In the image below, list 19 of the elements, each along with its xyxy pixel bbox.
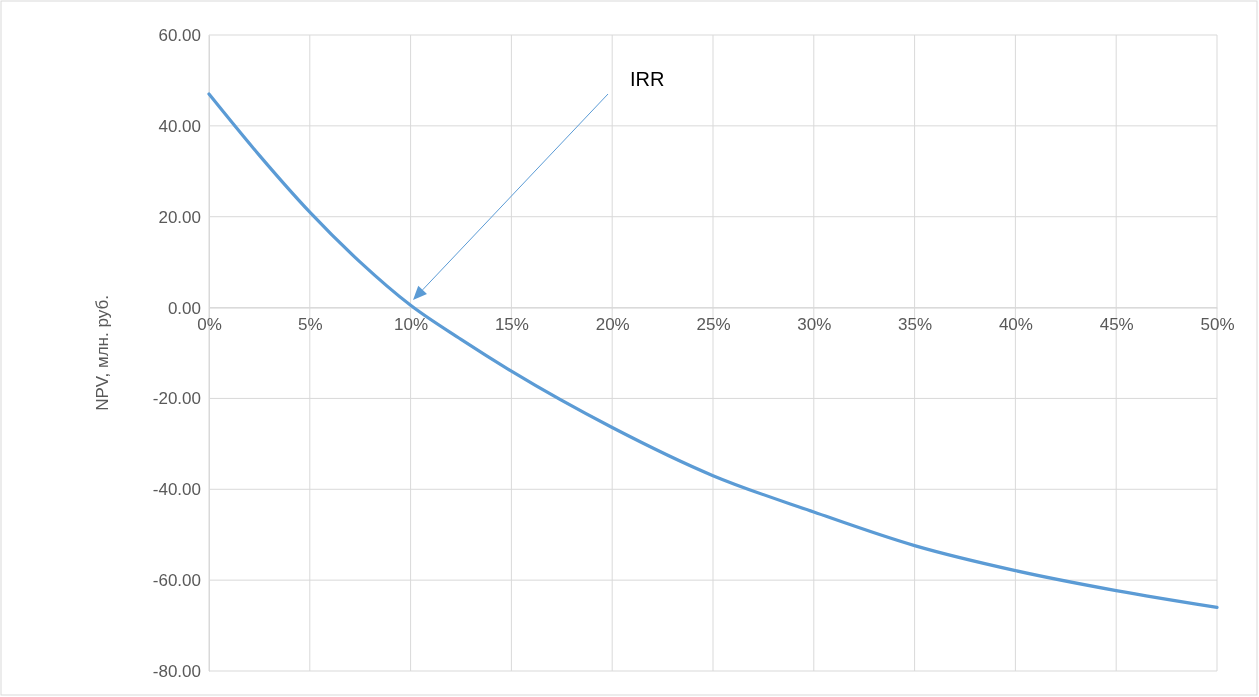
x-tick-label: 5% xyxy=(298,314,323,334)
y-tick-label: 60.00 xyxy=(158,25,201,45)
y-tick-label: 20.00 xyxy=(158,207,201,227)
x-tick-label: 40% xyxy=(998,314,1033,334)
x-tick-label: 10% xyxy=(394,314,429,334)
annotation: IRR xyxy=(630,68,665,90)
x-tick-label: 15% xyxy=(494,314,529,334)
x-tick-label: 50% xyxy=(1200,314,1235,334)
x-tick-label: 25% xyxy=(696,314,731,334)
x-tick-label: 20% xyxy=(595,314,630,334)
y-tick-label: 40.00 xyxy=(158,116,201,136)
y-axis-title: NPV, млн. руб. xyxy=(93,295,112,411)
y-tick-label: -40.00 xyxy=(152,480,201,500)
y-tick-label: -80.00 xyxy=(152,661,201,681)
y-tick-label: -60.00 xyxy=(152,571,201,591)
y-tick-label: -20.00 xyxy=(152,389,201,409)
x-tick-label: 35% xyxy=(898,314,933,334)
x-tick-label: 45% xyxy=(1099,314,1134,334)
x-tick-label: 30% xyxy=(797,314,832,334)
